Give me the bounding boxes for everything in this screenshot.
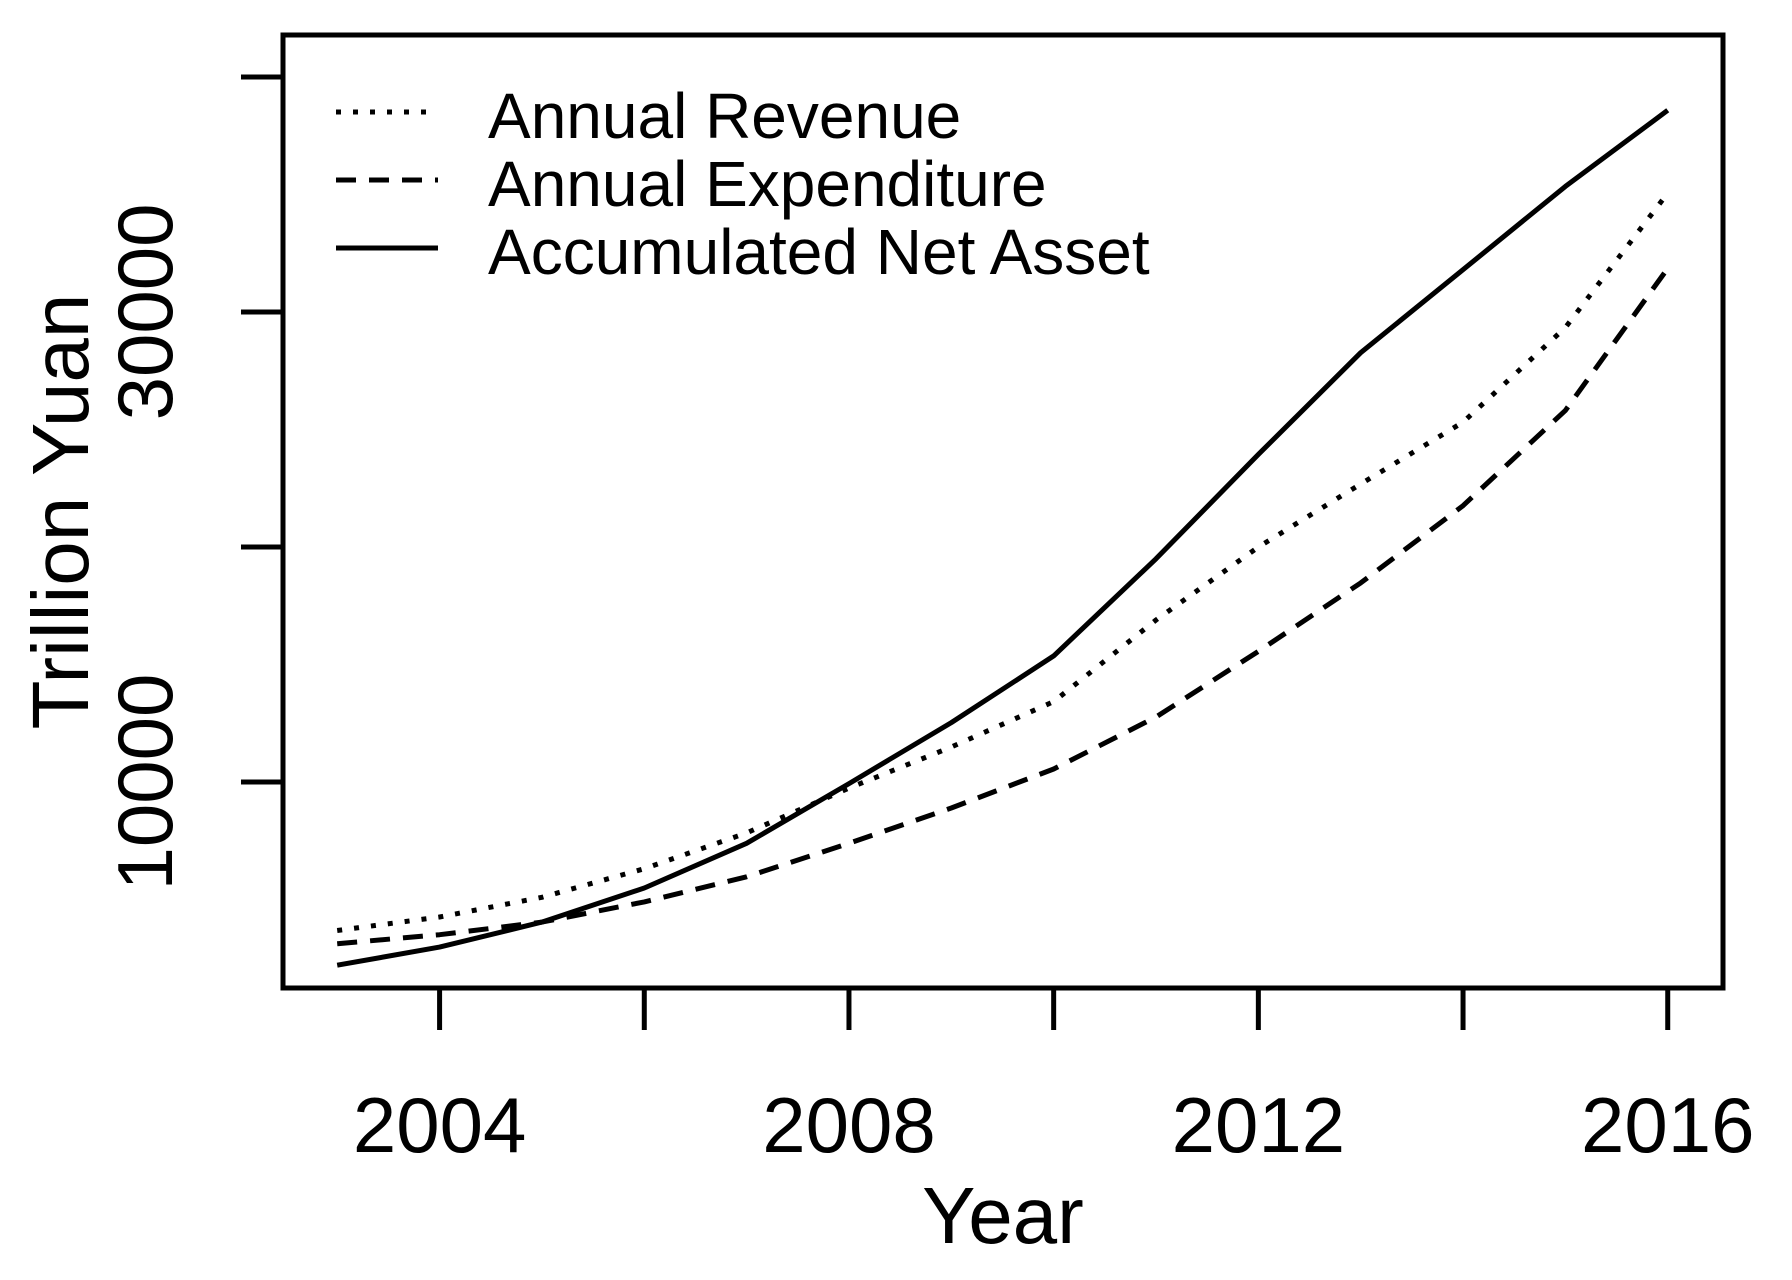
x-axis-tick-label: 2012 [1172, 1081, 1346, 1169]
legend-label: Annual Expenditure [488, 148, 1047, 220]
series-line-dashed [336, 266, 1670, 947]
y-axis-title: Trillion Yuan [16, 294, 105, 730]
y-axis-tick-label: 30000 [101, 204, 189, 421]
legend-label: Accumulated Net Asset [488, 216, 1150, 288]
x-axis-tick-label: 2004 [353, 1081, 527, 1169]
legend-label: Annual Revenue [488, 80, 961, 152]
series-line-dotted [336, 191, 1670, 933]
legend-item: Accumulated Net Asset [336, 216, 1150, 288]
series-line-solid [336, 108, 1670, 968]
legend-item: Annual Revenue [336, 80, 961, 152]
x-axis-title: Year [922, 1171, 1084, 1260]
legend-item: Annual Expenditure [336, 148, 1047, 220]
x-axis-tick-label: 2008 [762, 1081, 936, 1169]
y-axis-tick-label: 10000 [101, 674, 189, 891]
plot-box [280, 32, 1726, 991]
x-axis-tick-label: 2016 [1581, 1081, 1755, 1169]
